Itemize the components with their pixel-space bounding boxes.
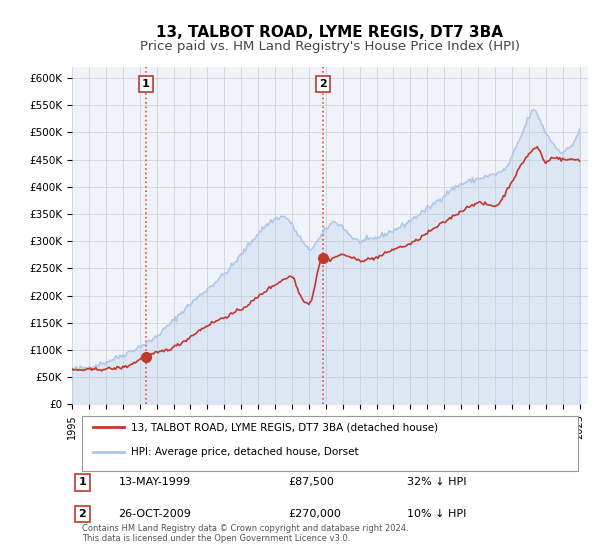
Text: 1: 1 — [142, 79, 149, 89]
FancyBboxPatch shape — [82, 416, 578, 471]
Text: £87,500: £87,500 — [289, 477, 335, 487]
Text: 10% ↓ HPI: 10% ↓ HPI — [407, 509, 467, 519]
Text: 2: 2 — [79, 509, 86, 519]
Text: 1: 1 — [79, 477, 86, 487]
Text: 26-OCT-2009: 26-OCT-2009 — [118, 509, 191, 519]
Text: £270,000: £270,000 — [289, 509, 341, 519]
Text: Price paid vs. HM Land Registry's House Price Index (HPI): Price paid vs. HM Land Registry's House … — [140, 40, 520, 53]
Text: Contains HM Land Registry data © Crown copyright and database right 2024.
This d: Contains HM Land Registry data © Crown c… — [82, 524, 409, 543]
Text: 2: 2 — [319, 79, 326, 89]
Text: 13, TALBOT ROAD, LYME REGIS, DT7 3BA (detached house): 13, TALBOT ROAD, LYME REGIS, DT7 3BA (de… — [131, 422, 439, 432]
Text: 13, TALBOT ROAD, LYME REGIS, DT7 3BA: 13, TALBOT ROAD, LYME REGIS, DT7 3BA — [157, 25, 503, 40]
Text: 13-MAY-1999: 13-MAY-1999 — [118, 477, 191, 487]
Text: 32% ↓ HPI: 32% ↓ HPI — [407, 477, 467, 487]
Text: HPI: Average price, detached house, Dorset: HPI: Average price, detached house, Dors… — [131, 447, 359, 457]
